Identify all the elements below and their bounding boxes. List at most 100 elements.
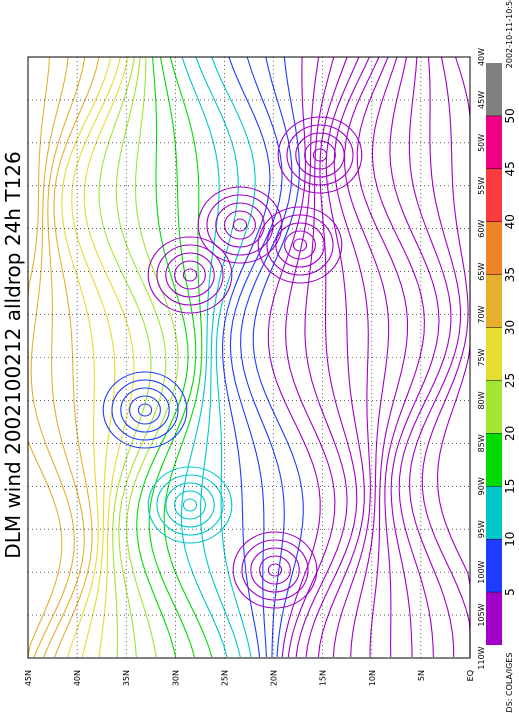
streamline — [83, 56, 135, 658]
colorbar-swatch — [486, 221, 502, 275]
lon-label: 90W — [477, 477, 486, 495]
vortex-line — [156, 244, 224, 306]
lat-label: 5N — [417, 670, 426, 681]
map-frame — [27, 56, 471, 659]
streamline — [221, 56, 271, 658]
colorbar-swatch — [486, 63, 502, 116]
colorbar-label: 25 — [503, 373, 517, 388]
colorbar-label: 35 — [503, 267, 517, 282]
lat-label: 20N — [270, 670, 279, 686]
streamline — [71, 56, 121, 658]
colorbar-swatch — [486, 486, 502, 540]
streamline — [180, 56, 228, 658]
lon-label: 40W — [477, 48, 486, 66]
colorbar-swatch — [486, 274, 502, 328]
lon-label: 45W — [477, 91, 486, 109]
colorbar-swatch — [486, 433, 502, 487]
colorbar-label: 15 — [503, 479, 517, 494]
streamline — [240, 56, 293, 658]
vortex-line — [250, 547, 300, 593]
vortex-line — [174, 490, 206, 520]
colorbar-label: 20 — [503, 426, 517, 441]
vortex-line — [129, 395, 161, 425]
streamline — [398, 56, 452, 658]
streamline — [195, 56, 241, 658]
streamline — [285, 56, 336, 658]
vortex-line — [295, 132, 345, 178]
colorbar-label: 30 — [503, 320, 517, 335]
vortex-line — [165, 252, 215, 298]
vortex-line — [292, 238, 308, 252]
lon-label: 100W — [477, 560, 486, 583]
vortex-line — [111, 379, 179, 441]
streamline — [30, 56, 75, 658]
vortex-line — [277, 116, 363, 194]
lon-label: 70W — [477, 305, 486, 323]
lat-label: 45N — [24, 670, 33, 686]
streamline — [409, 56, 462, 658]
streamlines — [27, 56, 471, 658]
streamline — [229, 56, 283, 658]
lon-label: 50W — [477, 134, 486, 152]
vortex-line — [174, 260, 206, 290]
lon-label: 65W — [477, 263, 486, 281]
streamline — [211, 56, 256, 658]
colorbar-swatch — [486, 380, 502, 434]
colorbar-swatch — [486, 115, 502, 169]
vortex-line — [257, 206, 343, 284]
streamline — [136, 56, 189, 658]
timestamp: 2002-10-11-10:54 — [505, 0, 514, 68]
vortex-line — [284, 230, 316, 260]
vortex-line — [197, 186, 283, 264]
vortex-line — [286, 124, 354, 186]
vortex-line — [147, 466, 233, 544]
lon-label: 95W — [477, 520, 486, 538]
vortex-line — [120, 387, 170, 433]
colorbar-swatch — [486, 327, 502, 381]
vortex-line — [102, 371, 188, 449]
streamline — [295, 56, 348, 658]
vortex-line — [206, 194, 274, 256]
vortex-line — [267, 563, 283, 577]
title: DLM wind 2002100212 alldrop 24h T126 — [1, 151, 25, 558]
lon-label: 85W — [477, 434, 486, 452]
lon-label: 55W — [477, 177, 486, 195]
streamline — [305, 56, 358, 658]
streamline — [421, 56, 471, 657]
streamline — [61, 56, 112, 658]
streamline — [252, 56, 304, 658]
colorbar-swatch — [486, 539, 502, 593]
streamline — [371, 56, 425, 658]
vortex-line — [182, 498, 198, 512]
streamline — [389, 56, 440, 658]
streamline — [53, 56, 100, 658]
lat-label: 30N — [171, 670, 180, 686]
lon-label: 80W — [477, 391, 486, 409]
vortex-line — [137, 403, 153, 417]
vortex-line — [241, 539, 309, 601]
vortex-line — [156, 474, 224, 536]
lat-label: 25N — [220, 670, 229, 686]
lat-label: 15N — [319, 670, 328, 686]
streamline — [267, 56, 321, 658]
lon-label: 60W — [477, 220, 486, 238]
lat-label: 10N — [368, 670, 377, 686]
streamline — [356, 56, 409, 658]
colorbar-label: 50 — [503, 108, 517, 123]
colorbar-swatch — [486, 592, 502, 645]
colorbar-label: 5 — [503, 588, 517, 596]
credit: GrADS: COLA/IGES — [505, 653, 514, 713]
lat-label: EQ — [466, 670, 475, 681]
vortex-line — [312, 148, 328, 162]
streamline — [163, 56, 213, 658]
vortex-line — [275, 222, 325, 268]
vortex-line — [147, 236, 233, 314]
colorbar-label: 10 — [503, 532, 517, 547]
colorbar-label: 40 — [503, 214, 517, 229]
vortex-line — [232, 531, 318, 609]
lon-label: 105W — [477, 603, 486, 626]
streamline — [98, 56, 152, 658]
vortex-line — [224, 210, 256, 240]
vortex-line — [266, 214, 334, 276]
